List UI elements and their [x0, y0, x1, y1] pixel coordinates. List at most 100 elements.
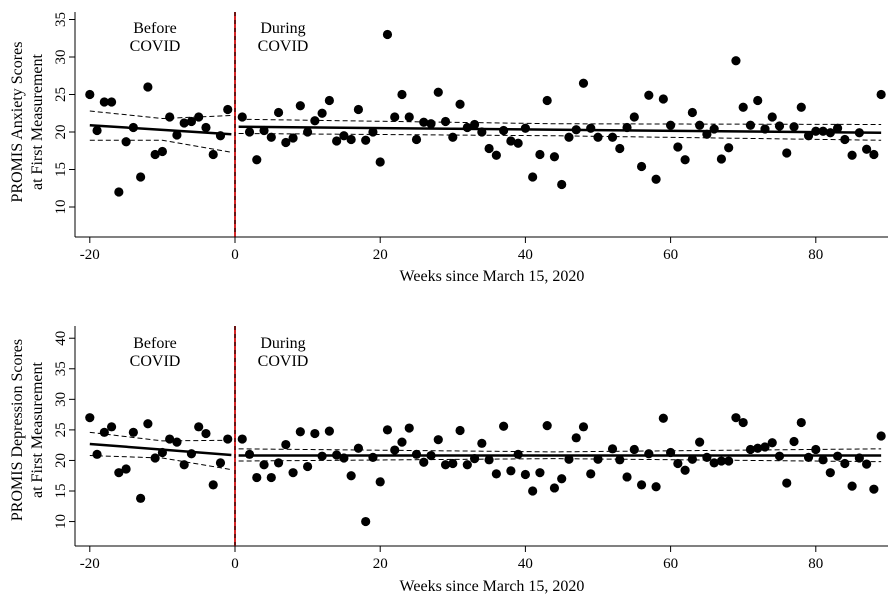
depression-ci-during-upper-line	[238, 448, 882, 453]
anxiety-data-point	[535, 149, 545, 160]
anxiety-data-point	[811, 126, 821, 136]
depression-data-point	[92, 449, 102, 459]
depression-data-point	[128, 427, 138, 437]
anxiety-data-point	[281, 137, 291, 148]
depression-data-point	[165, 434, 175, 444]
anxiety-fit-during-line	[238, 125, 882, 134]
depression-data-point	[259, 460, 269, 470]
depression-data-point	[361, 516, 371, 527]
depression-data-point	[136, 493, 146, 503]
depression-data-point	[745, 444, 756, 455]
depression-data-point	[455, 425, 465, 436]
anxiety-data-point	[506, 136, 516, 146]
depression-x-tick-label: 20	[373, 556, 388, 572]
depression-data-point	[375, 477, 385, 487]
depression-data-point	[832, 451, 843, 461]
anxiety-data-point	[426, 119, 436, 129]
anxiety-data-point	[687, 107, 697, 118]
depression-y-tick-label: 15	[53, 484, 69, 499]
anxiety-data-point	[375, 157, 385, 167]
anxiety-data-point	[128, 122, 138, 133]
depression-data-point	[281, 439, 291, 450]
anxiety-data-point	[680, 155, 690, 165]
anxiety-plot-area: 10 15 20 25 30 35 -20 0 20 40 60 80	[53, 12, 888, 263]
depression-data-point	[760, 442, 770, 452]
anxiety-data-point	[651, 174, 661, 184]
depression-data-point	[702, 452, 712, 462]
anxiety-data-point	[767, 112, 777, 122]
anxiety-data-point	[324, 95, 334, 106]
anxiety-before-label-line2: COVID	[130, 38, 181, 55]
depression-data-point	[680, 465, 690, 475]
depression-data-point	[738, 417, 748, 428]
depression-data-point	[542, 421, 552, 431]
depression-data-point	[295, 427, 305, 437]
anxiety-data-point	[339, 131, 349, 141]
anxiety-data-point	[869, 149, 879, 160]
depression-data-point	[731, 413, 741, 423]
anxiety-data-point	[666, 120, 676, 130]
anxiety-data-point	[404, 112, 414, 122]
depression-plot-area: 10 15 20 25 30 35 40 -20 0 20 40 60 80	[53, 326, 888, 572]
anxiety-data-point	[847, 150, 857, 160]
anxiety-data-point	[136, 172, 146, 182]
anxiety-data-point	[390, 112, 400, 122]
anxiety-data-point	[194, 112, 204, 122]
anxiety-fit-before-line	[89, 124, 232, 136]
anxiety-data-point	[753, 95, 763, 106]
anxiety-data-point	[469, 119, 480, 130]
depression-ci-before-lower-line	[89, 455, 232, 471]
anxiety-data-point	[862, 144, 872, 154]
depression-data-point	[789, 436, 799, 447]
anxiety-x-axis-label: Weeks since March 15, 2020	[400, 268, 585, 285]
anxiety-data-point	[782, 148, 792, 158]
anxiety-during-label-line2: COVID	[258, 38, 309, 55]
depression-y-tick-label: 20	[53, 453, 69, 468]
anxiety-data-point	[803, 131, 814, 141]
depression-data-point	[491, 469, 501, 479]
anxiety-data-point	[840, 134, 850, 145]
anxiety-x-tick-label: -20	[80, 247, 100, 263]
depression-data-point	[404, 423, 414, 433]
anxiety-panel: 10 15 20 25 30 35 -20 0 20 40 60 80 Before COVID Du…	[9, 12, 888, 285]
depression-data-point	[724, 456, 734, 466]
depression-data-point	[607, 444, 618, 454]
anxiety-y-axis-label-line2: at First Measurement	[29, 53, 46, 190]
anxiety-data-point	[542, 95, 552, 106]
anxiety-data-point	[121, 137, 131, 147]
depression-data-point	[346, 471, 356, 481]
anxiety-data-point	[237, 112, 247, 122]
anxiety-data-point	[223, 104, 233, 115]
depression-data-point	[774, 451, 785, 461]
anxiety-y-tick-label: 10	[53, 200, 69, 215]
depression-data-point	[644, 449, 654, 459]
depression-x-tick-label: 60	[663, 556, 678, 572]
depression-x-tick-label: 80	[808, 556, 823, 572]
depression-data-point	[332, 450, 342, 460]
depression-data-point	[419, 457, 429, 467]
depression-data-point	[172, 437, 182, 447]
depression-during-label-line1: During	[260, 335, 305, 352]
anxiety-data-point	[106, 97, 117, 107]
depression-data-point	[651, 482, 661, 492]
depression-data-point	[709, 458, 719, 468]
depression-data-point	[666, 447, 676, 458]
anxiety-data-point	[636, 161, 647, 172]
depression-y-axis-label-line2: at First Measurement	[29, 361, 46, 498]
anxiety-data-point	[288, 133, 298, 143]
anxiety-ci-during-upper-line	[238, 118, 882, 125]
depression-data-point	[339, 453, 349, 463]
depression-data-point	[382, 425, 393, 435]
depression-data-point	[114, 468, 124, 478]
anxiety-data-point	[832, 123, 843, 133]
anxiety-data-point	[114, 187, 124, 197]
depression-data-point	[593, 454, 603, 464]
anxiety-data-point	[92, 125, 102, 136]
anxiety-data-point	[629, 112, 639, 122]
depression-data-point	[469, 454, 480, 464]
depression-data-point	[150, 453, 160, 463]
anxiety-data-point	[411, 134, 422, 145]
anxiety-data-point	[165, 112, 175, 122]
anxiety-data-point	[549, 152, 560, 162]
